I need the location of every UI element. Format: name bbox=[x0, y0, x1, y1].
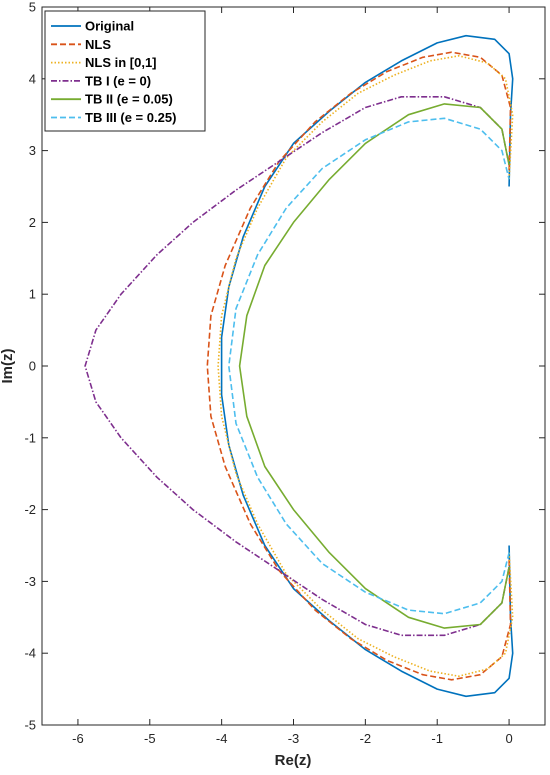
series-line-6 bbox=[228, 117, 510, 615]
y-tick-label-7: 2 bbox=[29, 215, 36, 230]
axes: -6 -5 -4 -3 -2 -1 0 -5 -4 -3 -2 -1 0 1 2 3 4 5 bbox=[24, 0, 546, 746]
y-tick-label-9: 4 bbox=[29, 71, 36, 86]
x-tick-label-1: -5 bbox=[144, 731, 156, 746]
y-tick-label-2: -3 bbox=[24, 574, 36, 589]
x-tick-label-3: -3 bbox=[288, 731, 300, 746]
y-axis-label: Im(z) bbox=[0, 349, 16, 384]
legend-label-6: TB III (e = 0.25) bbox=[85, 110, 176, 125]
y-tick-label-3: -2 bbox=[24, 502, 36, 517]
y-tick-label-6: 1 bbox=[29, 287, 36, 302]
x-tick-label-6: 0 bbox=[505, 731, 512, 746]
legend-label-3: NLS in [0,1] bbox=[85, 55, 157, 70]
x-axis-label: Re(z) bbox=[275, 752, 312, 769]
series-line-3 bbox=[217, 55, 514, 677]
legend: Original NLS NLS in [0,1] TB I (e = 0) TB II… bbox=[44, 10, 206, 132]
legend-label-5: TB II (e = 0.05) bbox=[85, 92, 173, 107]
y-tick-label-10: 5 bbox=[29, 0, 36, 15]
y-tick-label-4: -1 bbox=[24, 430, 36, 445]
series-line-5 bbox=[238, 103, 510, 629]
x-tick-label-0: -6 bbox=[72, 731, 84, 746]
series-line-4 bbox=[84, 96, 510, 637]
x-tick-label-5: -1 bbox=[431, 731, 443, 746]
legend-label-4: TB I (e = 0) bbox=[85, 73, 151, 88]
y-tick-label-0: -5 bbox=[24, 718, 36, 733]
x-tick-label-2: -4 bbox=[216, 731, 228, 746]
series-line-2 bbox=[206, 51, 512, 681]
y-tick-label-8: 3 bbox=[29, 143, 36, 158]
x-tick-label-4: -2 bbox=[360, 731, 372, 746]
y-tick-label-5: 0 bbox=[29, 359, 36, 374]
series-line-1 bbox=[220, 34, 514, 698]
legend-label-1: Original bbox=[85, 19, 134, 34]
legend-box bbox=[44, 10, 206, 132]
legend-label-2: NLS bbox=[85, 37, 111, 52]
y-tick-label-1: -4 bbox=[24, 646, 36, 661]
